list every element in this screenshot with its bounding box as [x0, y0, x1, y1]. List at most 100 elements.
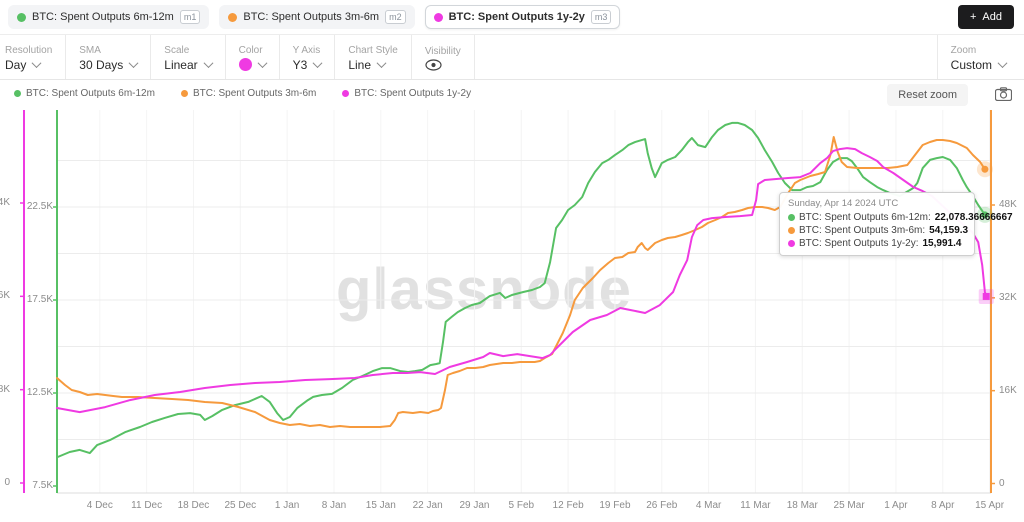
chevron-down-icon — [997, 58, 1008, 69]
y-axis-label-magenta: 16K — [0, 290, 10, 302]
chevron-down-icon — [31, 58, 42, 69]
y-axis-label-magenta: 0 — [4, 477, 10, 488]
y-axis-label-orange: 32K — [999, 291, 1017, 303]
legend-label: BTC: Spent Outputs 3m-6m — [192, 88, 317, 99]
toolbar-group-value: 30 Days — [79, 57, 124, 72]
toolbar-group-label: Y Axis — [292, 44, 321, 56]
y-axis-label-green: 7.5K — [32, 480, 53, 491]
legend-item[interactable]: BTC: Spent Outputs 1y-2y — [342, 88, 471, 99]
x-axis-label: 1 Jan — [274, 500, 300, 511]
x-axis-label: 1 Apr — [884, 500, 908, 511]
metric-chip-m3[interactable]: BTC: Spent Outputs 1y-2y m3 — [424, 5, 621, 29]
line-chart-plot[interactable] — [0, 80, 1024, 522]
metric-tag: m3 — [590, 10, 612, 24]
reset-zoom-button[interactable]: Reset zoom — [887, 84, 968, 106]
zoom-label: Zoom — [950, 44, 977, 56]
x-axis-label: 4 Mar — [695, 500, 722, 511]
legend-item[interactable]: BTC: Spent Outputs 3m-6m — [180, 88, 317, 99]
tooltip-row: BTC: Spent Outputs 1y-2y: 15,991.4 — [788, 238, 966, 249]
y-axis-dropdown[interactable]: Y Axis Y3 — [280, 35, 336, 79]
x-axis-label: 4 Dec — [86, 500, 113, 511]
tooltip-series-label: BTC: Spent Outputs 3m-6m: — [799, 225, 926, 236]
tooltip-series-label: BTC: Spent Outputs 1y-2y: — [799, 238, 919, 249]
toolbar-group-value: Linear — [164, 57, 198, 72]
series-dot-icon — [228, 12, 238, 22]
chevron-down-icon — [376, 58, 387, 69]
y-axis-label-green: 22.5K — [26, 201, 53, 212]
tooltip-series-label: BTC: Spent Outputs 6m-12m: — [799, 212, 931, 223]
y-axis-label-orange: 0 — [999, 477, 1005, 489]
tooltip-row: BTC: Spent Outputs 3m-6m: 54,159.3 — [788, 225, 968, 236]
x-axis-label: 25 Dec — [224, 500, 257, 511]
metric-chip-label: BTC: Spent Outputs 6m-12m — [32, 11, 174, 23]
series-dot-icon — [788, 214, 795, 221]
sma-dropdown[interactable]: SMA 30 Days — [66, 35, 152, 79]
x-axis-label: 26 Feb — [646, 500, 678, 511]
x-axis-label: 15 Jan — [365, 500, 396, 511]
legend-label: BTC: Spent Outputs 1y-2y — [354, 88, 472, 99]
x-axis-label: 8 Jan — [321, 500, 347, 511]
tooltip-date: Sunday, Apr 14 2024 UTC — [788, 198, 899, 209]
tooltip-series-value: 15,991.4 — [922, 238, 962, 249]
chevron-down-icon — [312, 58, 323, 69]
add-button-label: Add — [982, 11, 1002, 23]
toolbar-group-label: Resolution — [5, 44, 53, 56]
metric-chip-bar: BTC: Spent Outputs 6m-12m m1 BTC: Spent Ou… — [0, 0, 1024, 34]
toolbar-group-label: Color — [238, 45, 263, 56]
series-dot-icon — [788, 227, 795, 234]
y-axis-label-orange: 16K — [999, 384, 1017, 396]
metric-chip-m2[interactable]: BTC: Spent Outputs 3m-6m m2 — [219, 5, 415, 29]
y-axis-label-magenta: 8K — [0, 383, 10, 395]
x-axis-label: 18 Dec — [177, 500, 210, 511]
chart-style-dropdown[interactable]: Chart Style Line — [335, 35, 412, 79]
series-dot-icon — [433, 12, 443, 22]
color-dropdown[interactable]: Color — [226, 35, 280, 79]
resolution-dropdown[interactable]: Resolution Day — [0, 35, 67, 79]
y-axis-label-magenta: 24K — [0, 197, 10, 208]
legend-label: BTC: Spent Outputs 6m-12m — [26, 88, 155, 99]
toolbar-group-label: SMA — [79, 44, 101, 56]
x-axis-label: 5 Feb — [508, 500, 535, 511]
x-axis-label: 11 Dec — [131, 500, 163, 511]
toolbar-group-label: Visibility — [424, 45, 461, 57]
series-dot-icon — [17, 12, 26, 22]
y-axis-label-orange: 48K — [999, 199, 1017, 210]
camera-icon[interactable] — [994, 87, 1013, 106]
metric-tag: m2 — [385, 10, 406, 24]
x-axis-label: 19 Feb — [599, 500, 631, 511]
x-axis-label: 12 Feb — [552, 500, 584, 511]
tooltip-row: BTC: Spent Outputs 6m-12m: 22,078.366666… — [788, 212, 1013, 223]
add-button[interactable]: + Add — [957, 5, 1014, 29]
x-axis-label: 15 Apr — [975, 500, 1005, 511]
visibility-eye-icon — [425, 58, 442, 71]
y-axis-label-green: 17.5K — [26, 294, 53, 305]
chart-tooltip: Sunday, Apr 14 2024 UTC BTC: Spent Outpu… — [779, 192, 1013, 256]
legend-item[interactable]: BTC: Spent Outputs 6m-12m — [14, 88, 155, 99]
visibility-dropdown[interactable]: Visibility — [412, 35, 475, 79]
series-dot-icon — [788, 240, 795, 247]
chart-area[interactable]: BTC: Spent Outputs 6m-12m BTC: Spent Outp… — [0, 80, 1024, 522]
x-axis-label: 25 Mar — [833, 500, 865, 511]
toolbar-group-label: Scale — [164, 44, 190, 56]
toolbar-group-value: Line — [348, 57, 372, 72]
chart-legend: BTC: Spent Outputs 6m-12m BTC: Spent Outp… — [14, 88, 471, 99]
zoom-value: Custom — [950, 57, 992, 72]
toolbar-spacer — [475, 35, 937, 79]
x-axis-label: 18 Mar — [786, 500, 818, 511]
chart-toolbar: Resolution Day SMA 30 Days Scale Linear Color Y… — [0, 34, 1024, 80]
metric-tag: m1 — [179, 10, 201, 24]
toolbar-groups: Resolution Day SMA 30 Days Scale Linear Color Y… — [0, 35, 475, 79]
metric-chip-label: BTC: Spent Outputs 3m-6m — [243, 11, 380, 23]
series-dot-icon — [342, 90, 350, 97]
metric-chip-m1[interactable]: BTC: Spent Outputs 6m-12m m1 — [8, 5, 210, 29]
color-swatch-icon — [238, 58, 252, 71]
x-axis-label: 11 Mar — [740, 500, 771, 511]
tooltip-series-value: 22,078.36666667 — [934, 212, 1013, 223]
chevron-down-icon — [203, 58, 214, 69]
zoom-dropdown[interactable]: Zoom Custom — [936, 35, 1024, 79]
y-axis-label-green: 12.5K — [26, 387, 53, 398]
toolbar-group-value: Y3 — [292, 57, 308, 72]
toolbar-group-label: Chart Style — [348, 44, 398, 56]
series-dot-icon — [14, 90, 21, 97]
scale-dropdown[interactable]: Scale Linear — [151, 35, 226, 79]
